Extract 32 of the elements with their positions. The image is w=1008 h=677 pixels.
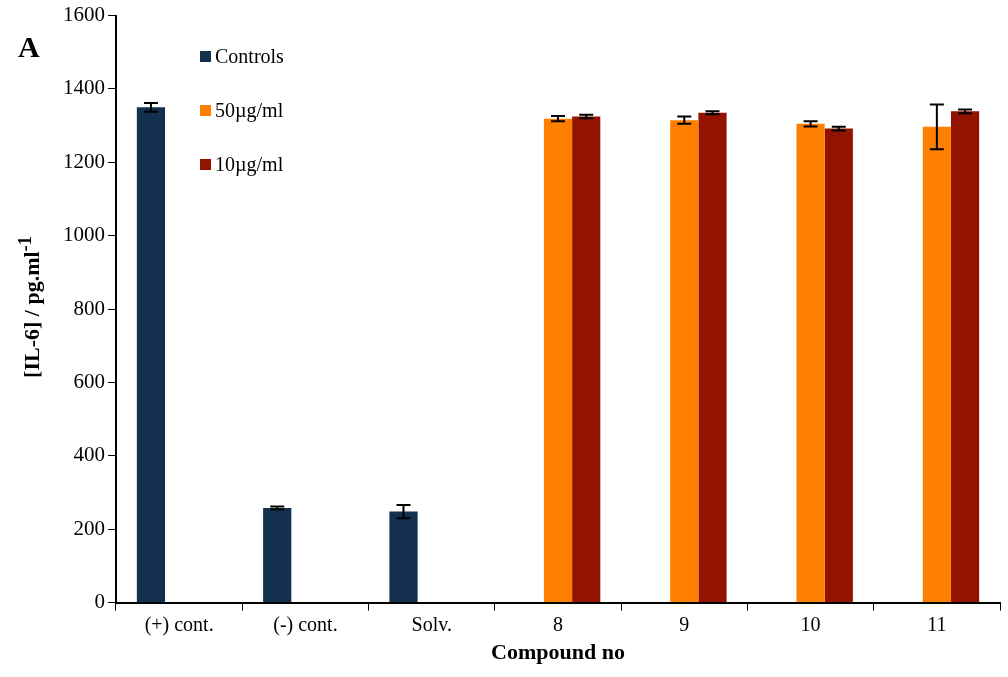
y-tick-label: 800 xyxy=(73,295,105,320)
x-tick-label: Solv. xyxy=(411,612,452,635)
y-tick-label: 1200 xyxy=(63,148,105,173)
bar xyxy=(389,511,418,603)
y-tick-label: 1600 xyxy=(63,2,105,27)
y-tick-label: 600 xyxy=(73,368,105,393)
y-tick-label: 1000 xyxy=(63,222,105,247)
y-tick-label: 1400 xyxy=(63,75,105,100)
y-tick-label: 0 xyxy=(94,589,105,614)
bar xyxy=(670,120,699,603)
x-axis-title: Compound no xyxy=(491,639,625,665)
legend-label: 50µg/ml xyxy=(215,98,284,122)
x-tick-label: (-) cont. xyxy=(273,612,338,636)
bar xyxy=(136,107,166,603)
bar xyxy=(796,123,825,603)
x-tick-label: 11 xyxy=(927,612,947,635)
bar xyxy=(263,507,292,603)
bar xyxy=(572,116,601,603)
bar xyxy=(922,126,951,603)
bar xyxy=(824,128,853,603)
bar xyxy=(698,112,727,603)
y-tick-label: 200 xyxy=(73,515,105,540)
bar xyxy=(950,111,980,603)
bar xyxy=(543,118,573,603)
y-tick-label: 400 xyxy=(73,442,105,467)
x-tick-label: 10 xyxy=(800,612,821,635)
legend-label: Controls xyxy=(215,44,284,68)
x-tick-label: 9 xyxy=(679,612,690,635)
x-tick-label: 8 xyxy=(553,612,563,635)
legend-label: 10µg/ml xyxy=(215,152,284,176)
x-tick-label: (+) cont. xyxy=(144,612,214,636)
text: A xyxy=(18,30,40,64)
